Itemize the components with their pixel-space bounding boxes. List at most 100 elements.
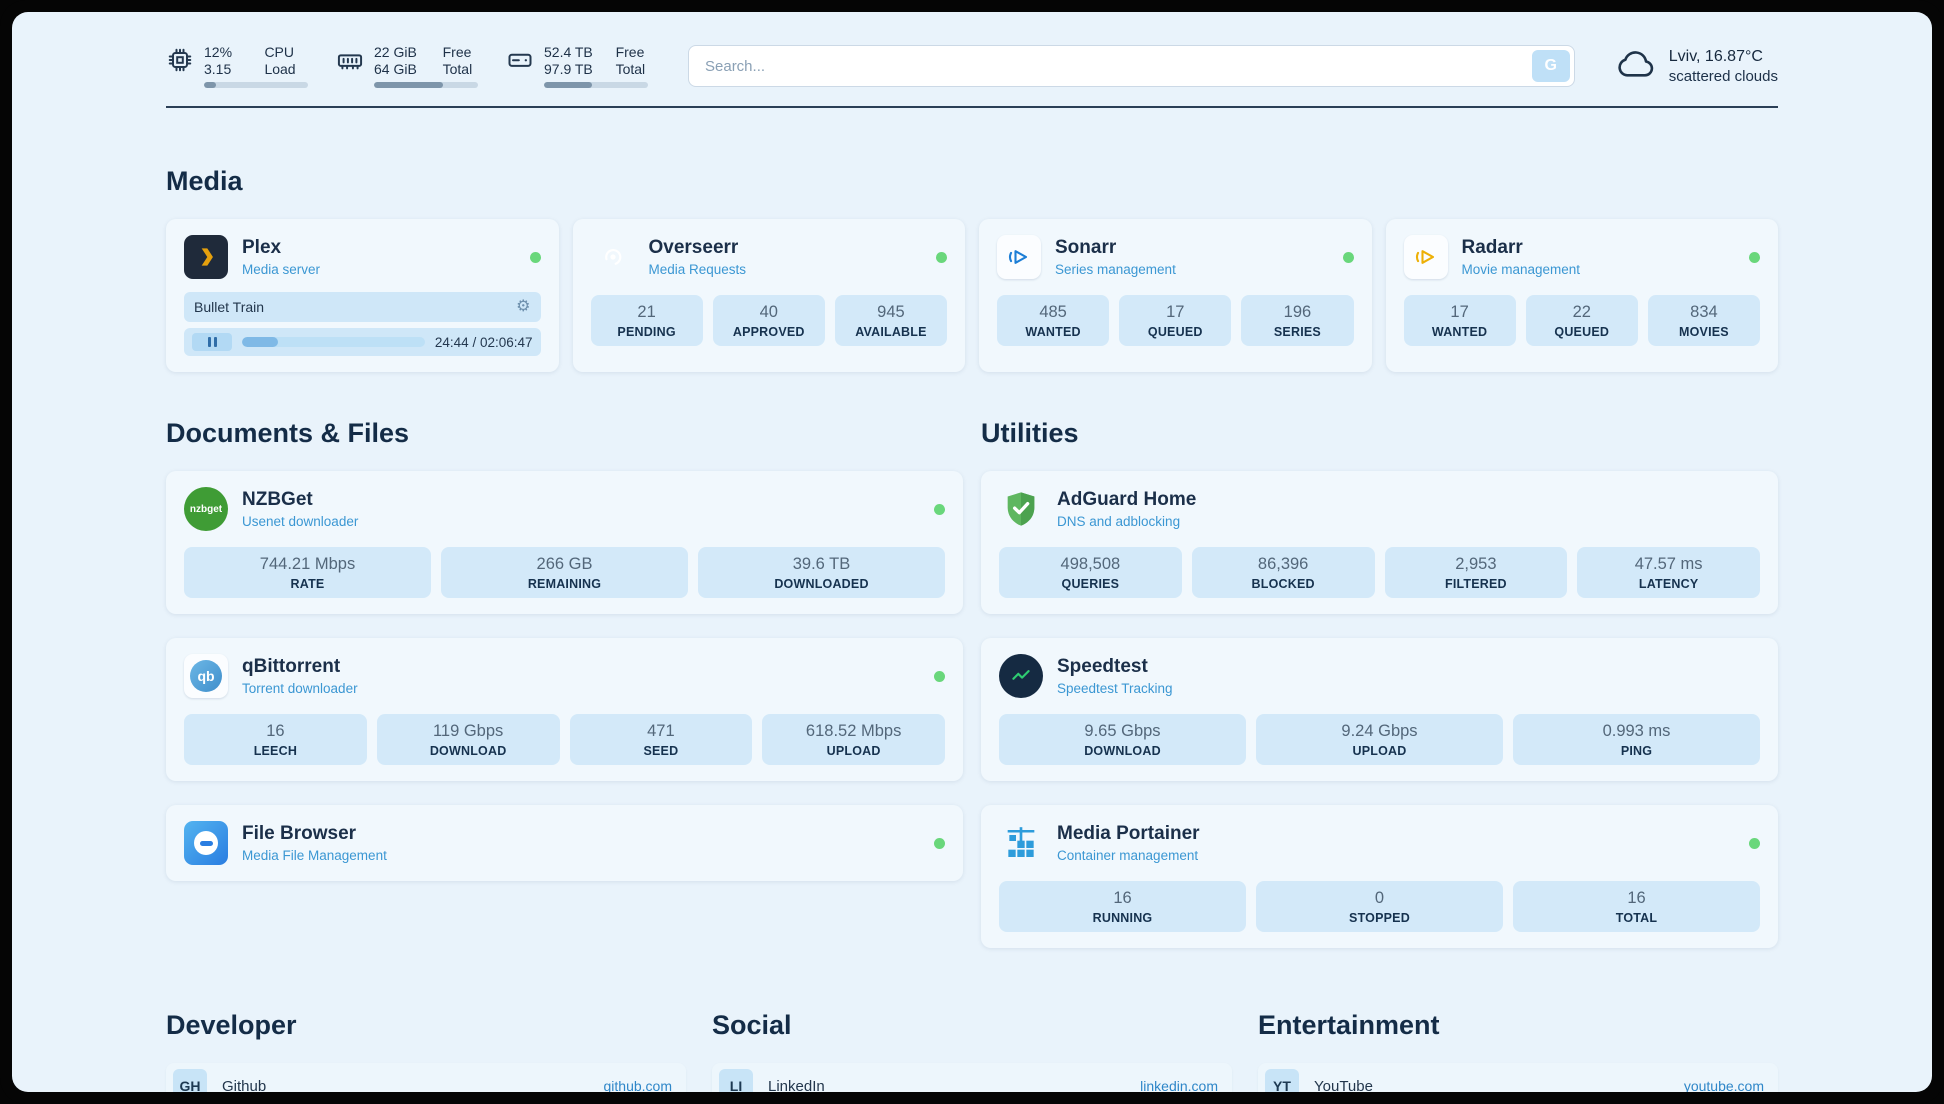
app-card-nzbget[interactable]: nzbget NZBGet Usenet downloader 744.21 M…: [166, 471, 963, 614]
weather-widget: Lviv, 16.87°C scattered clouds: [1615, 47, 1778, 86]
app-subtitle: Container management: [1057, 848, 1199, 863]
dashboard-screen: 12% CPU 3.15 Load 22: [12, 12, 1932, 1092]
gear-icon[interactable]: ⚙: [516, 298, 531, 315]
app-name: AdGuard Home: [1057, 489, 1197, 510]
utilities-section: Utilities AdGuard Home DNS and adblockin…: [981, 418, 1778, 948]
app-subtitle: Media File Management: [242, 848, 387, 863]
app-card-radarr[interactable]: Radarr Movie management 17 WANTED 22 QUEUE…: [1385, 219, 1778, 372]
radarr-icon: [1403, 235, 1448, 279]
stat-tile: 2,953 FILTERED: [1384, 547, 1568, 598]
disk-progress-bar: [544, 82, 648, 88]
section-title-documents: Documents & Files: [166, 418, 410, 448]
search-input[interactable]: [688, 45, 1575, 87]
app-subtitle: DNS and adblocking: [1057, 514, 1181, 529]
app-name: NZBGet: [242, 489, 313, 510]
status-dot: [934, 837, 945, 849]
section-title-developer: Developer: [166, 1010, 297, 1040]
speedtest-icon: [999, 654, 1043, 698]
weather-location: Lviv, 16.87°C: [1668, 47, 1763, 65]
status-dot: [936, 251, 947, 263]
bookmark-name: YouTube: [1314, 1077, 1373, 1093]
bookmark-name: LinkedIn: [768, 1077, 825, 1093]
stat-tile: 471 SEED: [569, 714, 753, 765]
stat-tile: 945 AVAILABLE: [834, 295, 948, 346]
section-title-entertainment: Entertainment: [1258, 1010, 1440, 1040]
ram-total-value: 64 GiB: [374, 61, 417, 77]
portainer-crane-icon: [999, 821, 1043, 865]
documents-section: Documents & Files nzbget NZBGet Usenet d…: [166, 418, 963, 948]
filebrowser-icon: [184, 821, 228, 865]
app-card-overseerr[interactable]: Overseerr Media Requests 21 PENDING 40 APP…: [572, 219, 965, 372]
search-bar: G: [688, 45, 1575, 87]
search-engine-button[interactable]: G: [1531, 50, 1570, 82]
stat-tile: 16 RUNNING: [999, 881, 1246, 932]
status-dot: [529, 251, 541, 263]
stat-tile: 39.6 TB DOWNLOADED: [698, 547, 945, 598]
ram-progress-bar: [374, 82, 478, 88]
app-subtitle: Usenet downloader: [242, 514, 359, 529]
app-name: Sonarr: [1055, 237, 1117, 258]
app-name: Speedtest: [1057, 656, 1148, 677]
developer-section: Developer GH Github github.com SO StackO…: [166, 1010, 686, 1092]
playback-time: 24:44 / 02:06:47: [434, 334, 533, 350]
stat-tile: 0.993 ms PING: [1513, 714, 1760, 765]
app-card-speedtest[interactable]: Speedtest Speedtest Tracking 9.65 Gbps DO…: [981, 638, 1778, 781]
cpu-percent: 12%: [204, 44, 233, 60]
bookmark-linkedin[interactable]: LI LinkedIn linkedin.com: [712, 1063, 1232, 1092]
social-section: Social LI LinkedIn linkedin.com TW Twitt…: [712, 1010, 1232, 1092]
top-bar: 12% CPU 3.15 Load 22: [166, 44, 1778, 88]
stat-tile: 16 TOTAL: [1513, 881, 1760, 932]
app-card-adguard[interactable]: AdGuard Home DNS and adblocking 498,508 Q…: [981, 471, 1778, 614]
stat-tile: 47.57 ms LATENCY: [1577, 547, 1760, 598]
media-section: Plex Media server Bullet Train ⚙ 24:44 /…: [166, 219, 1778, 372]
cpu-label: CPU: [264, 44, 294, 60]
ram-free-value: 22 GiB: [374, 44, 417, 60]
app-card-portainer[interactable]: Media Portainer Container management 16 R…: [981, 805, 1778, 948]
youtube-icon: YT: [1265, 1069, 1299, 1092]
bookmark-youtube[interactable]: YT YouTube youtube.com: [1258, 1063, 1778, 1092]
now-playing-row: Bullet Train ⚙: [184, 292, 541, 322]
stat-tile: 17 WANTED: [1403, 295, 1516, 346]
cpu-load-value: 3.15: [204, 61, 232, 77]
pause-button[interactable]: [192, 333, 232, 351]
nzbget-icon: nzbget: [184, 487, 228, 531]
overseerr-icon: [591, 235, 635, 279]
playback-progress-row: 24:44 / 02:06:47: [184, 328, 541, 356]
topbar-divider: [166, 106, 1778, 108]
app-card-filebrowser[interactable]: File Browser Media File Management: [166, 805, 963, 881]
adguard-shield-icon: [999, 487, 1043, 531]
bookmark-link[interactable]: youtube.com: [1683, 1078, 1764, 1092]
status-dot: [934, 503, 945, 515]
system-monitors: 12% CPU 3.15 Load 22: [166, 44, 648, 88]
stat-tile: 17 QUEUED: [1119, 295, 1232, 346]
now-playing-title: Bullet Train: [194, 299, 265, 315]
bookmark-github[interactable]: GH Github github.com: [166, 1063, 686, 1092]
app-name: File Browser: [242, 823, 357, 844]
playback-progress-bar: [242, 337, 425, 347]
app-name: Media Portainer: [1057, 823, 1200, 844]
bookmark-name: Github: [222, 1077, 267, 1093]
stat-tile: 9.24 Gbps UPLOAD: [1256, 714, 1503, 765]
app-card-sonarr[interactable]: Sonarr Series management 485 WANTED 17 QUE…: [979, 219, 1372, 372]
app-subtitle: Media server: [242, 262, 321, 277]
cpu-progress-bar: [204, 82, 308, 88]
linkedin-icon: LI: [719, 1069, 753, 1092]
disk-monitor: 52.4 TB Free 97.9 TB Total: [506, 44, 648, 88]
ram-free-label: Free: [442, 44, 472, 60]
stat-tile: 498,508 QUERIES: [999, 547, 1182, 598]
plex-icon: [184, 235, 228, 279]
bookmark-link[interactable]: linkedin.com: [1140, 1078, 1218, 1092]
stat-tile: 485 WANTED: [997, 295, 1110, 346]
app-subtitle: Movie management: [1461, 262, 1581, 277]
stat-tile: 0 STOPPED: [1256, 881, 1503, 932]
status-dot: [1749, 837, 1760, 849]
cpu-chip-icon: [166, 46, 194, 74]
app-card-plex[interactable]: Plex Media server Bullet Train ⚙ 24:44 /…: [166, 219, 559, 372]
status-dot: [1342, 251, 1354, 263]
stat-tile: 9.65 Gbps DOWNLOAD: [999, 714, 1246, 765]
bookmark-link[interactable]: github.com: [603, 1078, 672, 1092]
app-name: qBittorrent: [242, 656, 341, 677]
app-subtitle: Torrent downloader: [242, 681, 358, 696]
app-card-qbittorrent[interactable]: qb qBittorrent Torrent downloader 16 LEEC…: [166, 638, 963, 781]
